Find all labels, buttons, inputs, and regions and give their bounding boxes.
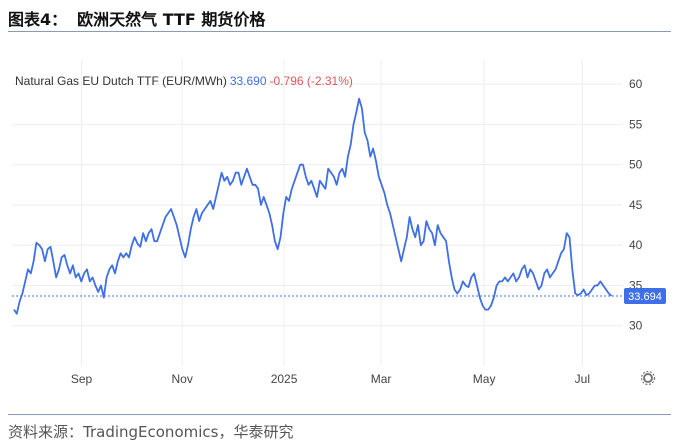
settings-button[interactable] [640, 370, 656, 386]
legend-price: 33.690 [229, 74, 267, 88]
x-tick-label: Mar [371, 372, 392, 386]
last-value-label: 33.694 [628, 291, 662, 303]
gear-icon [643, 373, 653, 383]
y-tick-label: 50 [629, 158, 643, 172]
chart-legend: Natural Gas EU Dutch TTF (EUR/MWh) 33.690… [15, 74, 353, 88]
series-line [13, 97, 613, 315]
last-value-badge: 33.694 [624, 287, 666, 304]
x-tick-label: Jul [575, 372, 590, 386]
x-axis-ticks: Sep Nov 2025 Mar May Jul [71, 372, 590, 386]
footer-rule [8, 414, 671, 415]
y-tick-label: 60 [629, 77, 643, 91]
legend-change: -0.796 (-2.31%) [269, 74, 353, 88]
source-note: 资料来源：TradingEconomics，华泰研究 [8, 423, 294, 441]
chart-grid [12, 60, 622, 366]
figure-header: 图表4： 欧洲天然气 TTF 期货价格 [8, 6, 265, 30]
y-tick-label: 30 [629, 319, 643, 333]
x-tick-label: 2025 [271, 372, 298, 386]
header-rule [8, 31, 671, 32]
y-tick-label: 45 [629, 198, 643, 212]
y-tick-label: 40 [629, 238, 643, 252]
x-tick-label: May [473, 372, 496, 386]
x-tick-label: Nov [172, 372, 193, 386]
x-tick-label: Sep [71, 372, 93, 386]
legend-series-name: Natural Gas EU Dutch TTF (EUR/MWh) [15, 74, 227, 88]
y-tick-label: 55 [629, 117, 643, 131]
figure-title: 欧洲天然气 TTF 期货价格 [77, 10, 266, 29]
figure-label: 图表4： [8, 10, 68, 29]
